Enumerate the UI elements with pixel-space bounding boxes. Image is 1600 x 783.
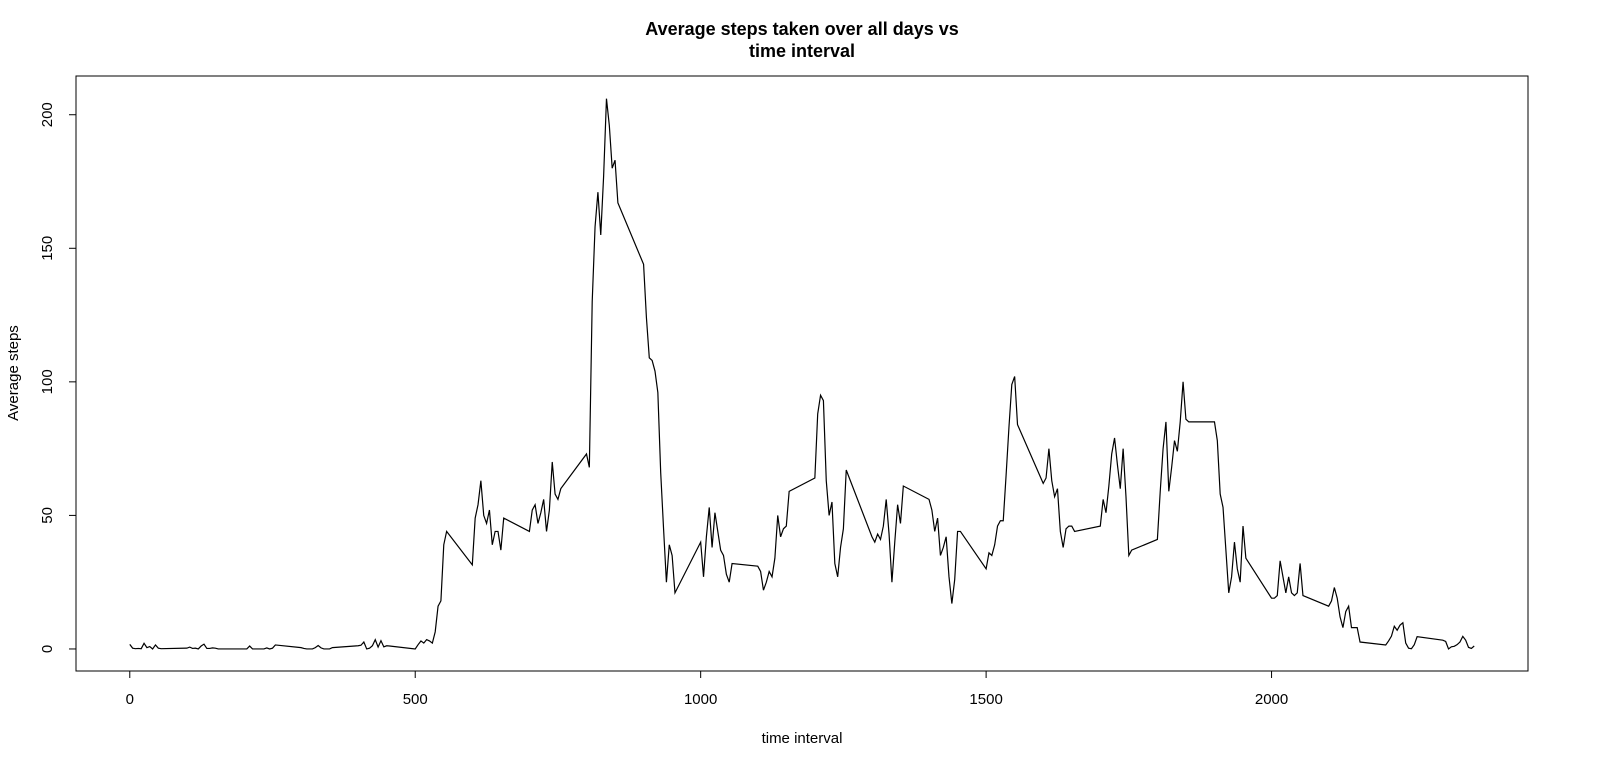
x-tick-label: 1500 xyxy=(969,691,1002,708)
y-tick-label: 150 xyxy=(39,236,56,261)
plot-frame xyxy=(75,75,1529,672)
chart-title: Average steps taken over all days vs xyxy=(645,19,959,39)
x-tick-label: 1000 xyxy=(684,691,717,708)
data-line xyxy=(129,98,1475,650)
x-tick-label: 2000 xyxy=(1255,691,1288,708)
x-tick-label: 500 xyxy=(403,691,428,708)
x-axis-label: time interval xyxy=(762,730,843,747)
y-axis-label: Average steps xyxy=(5,325,22,421)
y-tick-label: 0 xyxy=(39,645,56,653)
y-tick-label: 50 xyxy=(39,507,56,524)
y-tick-label: 200 xyxy=(39,102,56,127)
y-tick-label: 100 xyxy=(39,369,56,394)
x-tick-label: 0 xyxy=(126,691,134,708)
chart-title: time interval xyxy=(749,41,855,61)
